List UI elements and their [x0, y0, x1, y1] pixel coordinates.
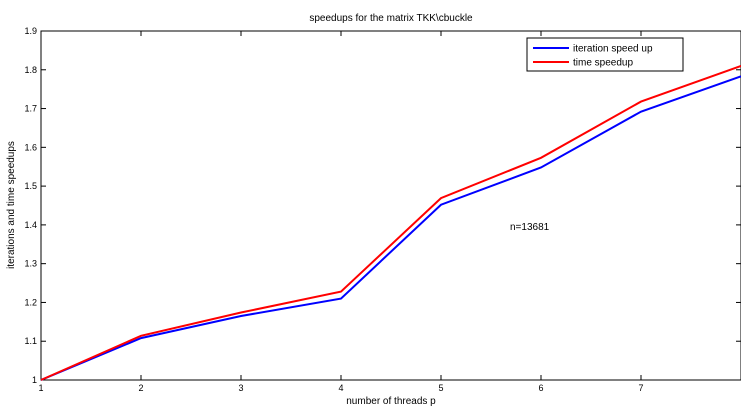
series-layer	[40, 64, 741, 381]
x-tick-label: 6	[538, 383, 543, 393]
y-tick-label: 1.7	[24, 104, 37, 114]
legend-label-1: iteration speed up	[573, 44, 653, 55]
x-axis-title: number of threads p	[346, 396, 436, 407]
annotation-n: n=13681	[510, 222, 550, 233]
y-tick-label: 1.9	[24, 26, 37, 36]
legend-box	[526, 37, 684, 72]
y-axis: 1 1.1 1.2 1.3 1.4 1.5 1.6 1.7 1.8 1.9	[24, 26, 741, 385]
y-tick-label: 1.2	[24, 297, 37, 307]
y-tick-label: 1	[32, 375, 37, 385]
series-line-2	[40, 64, 741, 381]
y-tick-label: 1.6	[24, 142, 37, 152]
y-tick-label: 1.5	[24, 181, 37, 191]
y-axis-title: iterations and time speedups	[6, 141, 17, 269]
chart-title: speedups for the matrix TKK\cbuckle	[309, 13, 473, 24]
plot-area	[40, 30, 741, 381]
series-line-1	[40, 75, 741, 381]
y-tick-label: 1.3	[24, 259, 37, 269]
y-tick-label: 1.1	[24, 336, 37, 346]
x-axis: 1 2 3 4 5 6 7	[38, 31, 644, 393]
legend-label-2: time speedup	[573, 58, 633, 69]
x-tick-label: 1	[38, 383, 43, 393]
y-tick-label: 1.8	[24, 65, 37, 75]
x-tick-label: 3	[238, 383, 243, 393]
x-tick-label: 7	[638, 383, 643, 393]
y-tick-label: 1.4	[24, 220, 37, 230]
x-tick-label: 2	[138, 383, 143, 393]
legend: iteration speed up time speedup	[526, 37, 684, 72]
x-tick-label: 4	[338, 383, 343, 393]
x-tick-label: 5	[438, 383, 443, 393]
